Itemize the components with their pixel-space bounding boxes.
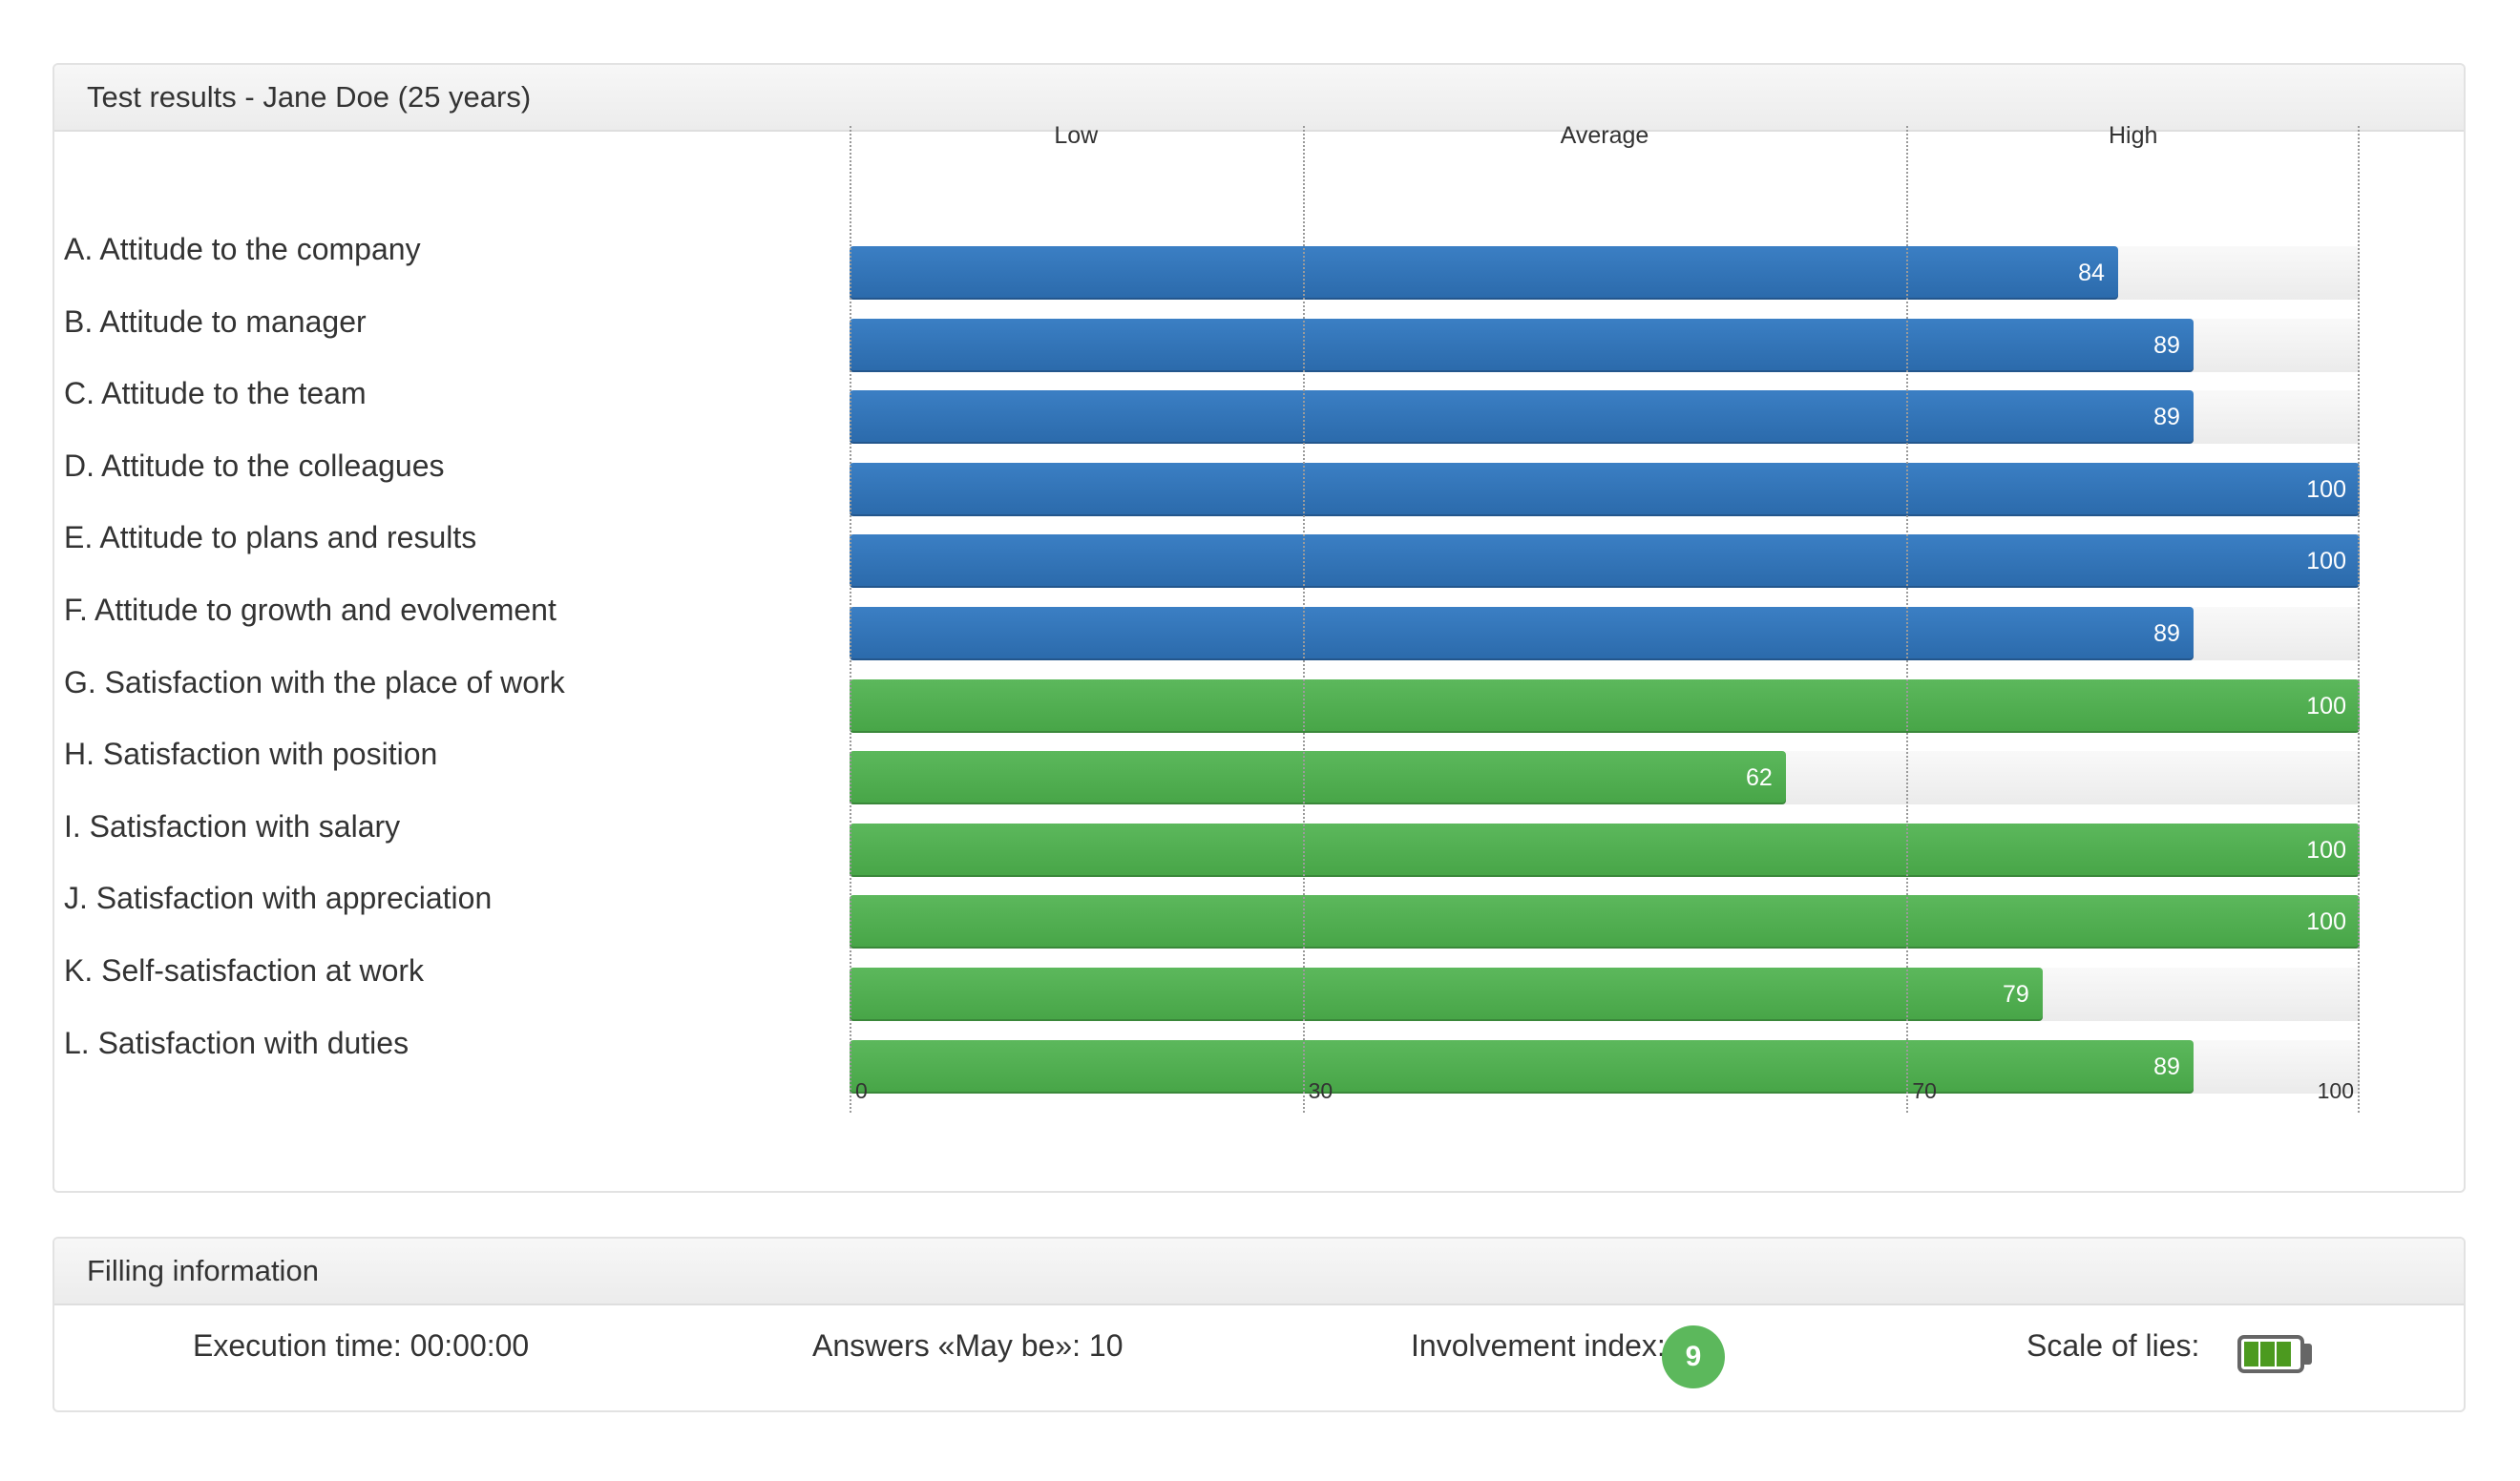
row-label: I. Satisfaction with salary (64, 808, 401, 844)
scale-of-lies-label: Scale of lies: (2026, 1328, 2200, 1363)
bar-track: 100 (850, 534, 2360, 589)
bar-value-label: 100 (2306, 908, 2346, 936)
bar: 89 (850, 318, 2194, 372)
bar-value-label: 84 (2078, 260, 2105, 286)
involvement-index-label: Involvement index: (1411, 1328, 1666, 1363)
bar-track: 62 (850, 751, 2360, 805)
bar-track: 100 (850, 678, 2360, 733)
battery-level-cell (2260, 1342, 2275, 1366)
bar-value-label: 89 (2153, 331, 2180, 359)
bar: 62 (850, 751, 1786, 805)
bar-value-label: 89 (2153, 1053, 2180, 1080)
bar: 79 (850, 968, 2043, 1021)
bar-value-label: 89 (2153, 620, 2180, 647)
bar: 84 (850, 246, 2118, 300)
row-label: B. Attitude to manager (64, 303, 367, 339)
row-label: D. Attitude to the colleagues (64, 448, 445, 483)
bar: 89 (850, 390, 2194, 445)
bar: 89 (850, 607, 2194, 660)
zone-gridline (1302, 126, 1305, 1113)
bar-value-label: 100 (2306, 475, 2346, 503)
bar-track: 100 (850, 895, 2360, 949)
zone-label: Average (1560, 122, 1649, 149)
bar-track: 89 (850, 607, 2360, 660)
bar: 100 (850, 823, 2360, 877)
bar-track: 79 (850, 968, 2360, 1021)
row-label: G. Satisfaction with the place of work (64, 664, 565, 699)
answers-maybe: Answers «May be»: 10 (812, 1328, 1124, 1363)
bar: 100 (850, 895, 2360, 949)
zone-gridline (1906, 126, 1909, 1113)
bar-track: 89 (850, 1039, 2360, 1094)
axis-tick-label: 30 (1308, 1078, 1334, 1103)
bar-value-label: 100 (2306, 692, 2346, 720)
row-label: K. Self-satisfaction at work (64, 953, 425, 988)
zone-label: High (2108, 122, 2158, 149)
bar-value-label: 100 (2306, 548, 2346, 575)
bar-track: 89 (850, 390, 2360, 445)
row-label: F. Attitude to growth and evolvement (64, 593, 556, 627)
zone-gridline (2358, 126, 2360, 1113)
bar-track: 100 (850, 462, 2360, 516)
bar-value-label: 100 (2306, 836, 2346, 864)
bar-value-label: 62 (1746, 764, 1773, 792)
row-label: C. Attitude to the team (64, 376, 367, 411)
results-panel-title: Test results - Jane Doe (25 years) (54, 65, 2464, 132)
bar-value-label: 89 (2153, 404, 2180, 431)
zone-gridline (850, 126, 851, 1113)
bar: 89 (850, 1039, 2194, 1094)
bar-track: 89 (850, 318, 2360, 372)
involvement-index-badge: 9 (1662, 1325, 1725, 1388)
row-label: H. Satisfaction with position (64, 737, 438, 772)
battery-tip (2304, 1344, 2312, 1365)
filling-panel-title: Filling information (54, 1239, 2464, 1305)
execution-time: Execution time: 00:00:00 (193, 1328, 530, 1363)
bar: 100 (850, 462, 2360, 516)
axis-tick-label: 0 (855, 1078, 868, 1103)
bar: 100 (850, 534, 2360, 589)
filling-panel: Filling information (52, 1237, 2466, 1412)
battery-level-cell (2244, 1342, 2258, 1366)
zone-label: Low (1054, 122, 1099, 149)
bar-track: 84 (850, 246, 2360, 300)
row-label: E. Attitude to plans and results (64, 520, 477, 555)
row-label: J. Satisfaction with appreciation (64, 881, 493, 916)
axis-tick-label: 100 (2317, 1078, 2354, 1103)
bar: 100 (850, 678, 2360, 733)
bar-value-label: 79 (2002, 981, 2029, 1008)
row-label: A. Attitude to the company (64, 232, 421, 266)
battery-level-cell (2277, 1342, 2291, 1366)
axis-tick-label: 70 (1912, 1078, 1937, 1103)
row-label: L. Satisfaction with duties (64, 1025, 410, 1060)
bar-track: 100 (850, 823, 2360, 877)
